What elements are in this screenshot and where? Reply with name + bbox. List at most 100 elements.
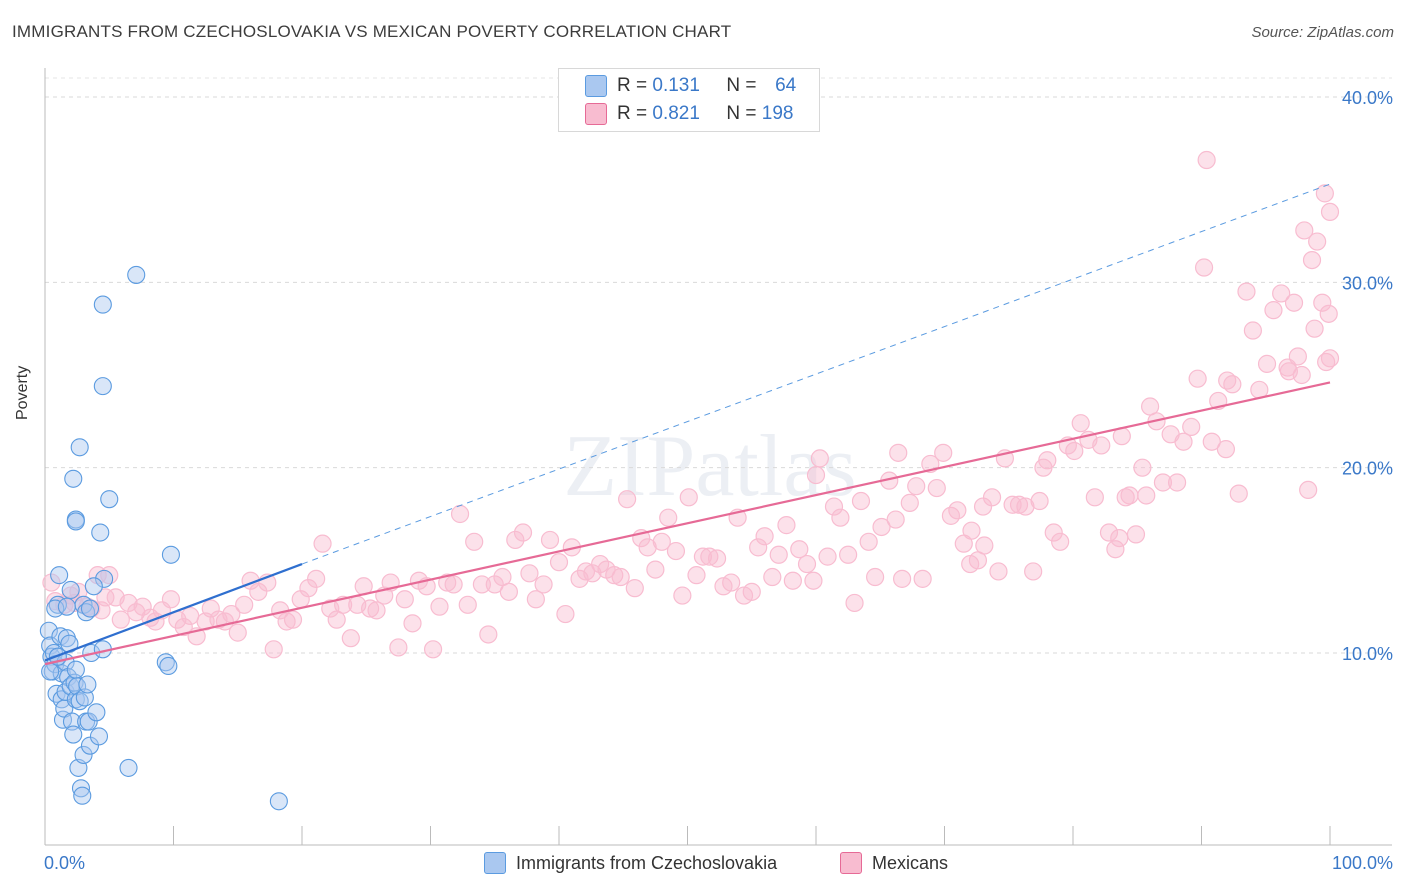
mexicans-point <box>961 554 980 574</box>
mexicans-point <box>839 545 858 564</box>
mexicans-point <box>749 538 768 557</box>
legend-r-value: 0.821 <box>652 103 700 124</box>
legend-n-label: N = <box>726 75 757 96</box>
mexicans-point <box>313 534 332 553</box>
legend-r-value: 0.131 <box>652 75 700 96</box>
mexicans-point <box>804 571 823 590</box>
mexicans-point <box>1065 441 1084 461</box>
axes <box>44 68 1392 846</box>
mexicans-point <box>423 640 443 659</box>
mexicans-point <box>1302 250 1322 270</box>
tick-labels: 10.0% 20.0% 30.0% 40.0% 0.0% 100.0% <box>44 88 1393 873</box>
mexicans-point <box>161 590 181 609</box>
legend-row-mexicans: R = 0.821 N = 198 <box>585 101 793 127</box>
mexicans-point <box>872 517 891 537</box>
mexicans-point <box>886 510 905 529</box>
y-tick-label: 20.0% <box>1342 459 1393 479</box>
mexicans-point <box>1044 523 1063 542</box>
mexicans-point <box>42 573 61 592</box>
mexicans-point <box>389 638 408 657</box>
mexicans-point <box>1284 293 1304 312</box>
mexicans-point <box>889 443 908 462</box>
czech-point <box>269 792 288 811</box>
mexicans-point <box>652 532 671 551</box>
trend-lines <box>44 183 1331 666</box>
czech-point <box>127 265 146 284</box>
mexicans-point <box>438 573 457 592</box>
mexicans-point <box>181 606 200 626</box>
czech-trend-line <box>44 563 303 662</box>
mexicans-point <box>1030 491 1049 511</box>
mexicans-point <box>1315 184 1334 203</box>
mexicans-point <box>646 560 665 579</box>
x-tick-label: 100.0% <box>1332 853 1393 873</box>
mexicans-point <box>506 530 525 550</box>
mexicans-point <box>1182 417 1201 436</box>
mexicans-point <box>540 530 560 550</box>
mexicans-point <box>1085 488 1104 507</box>
mexicans-point <box>479 625 498 644</box>
mexicans-point <box>403 614 422 633</box>
y-tick-label: 10.0% <box>1342 644 1393 664</box>
mexicans-point <box>605 566 624 585</box>
mexicans-point <box>618 490 637 509</box>
mexicans-point <box>1009 495 1029 514</box>
mexicans-point <box>973 497 993 516</box>
mexicans-point <box>845 593 864 613</box>
mexicans-point <box>1167 473 1187 492</box>
mexicans-point <box>962 521 981 540</box>
czech-points <box>39 265 288 811</box>
mexicans-point <box>1092 436 1111 455</box>
bottom-swatch-czech <box>484 852 506 874</box>
mexicans-point <box>235 595 254 614</box>
czech-point <box>119 758 138 777</box>
czech-point <box>39 621 58 640</box>
mexicans-point <box>859 532 878 551</box>
mexicans-point <box>583 564 602 583</box>
czech-point <box>93 377 112 396</box>
legend-n-value: 198 <box>761 103 794 124</box>
bottom-legend-czech-label: Immigrants from Czechoslovakia <box>516 852 778 873</box>
chart-title: IMMIGRANTS FROM CZECHOSLOVAKIA VS MEXICA… <box>12 22 732 41</box>
czech-point <box>51 627 70 646</box>
mexicans-point <box>927 478 946 498</box>
czech-point <box>84 577 103 596</box>
mexicans-point <box>934 443 953 462</box>
mexicans-point <box>119 593 138 613</box>
czech-point <box>47 684 66 703</box>
mexicans-point <box>534 575 553 594</box>
czech-point <box>66 512 85 531</box>
mexicans-point <box>851 491 871 511</box>
czech-point <box>79 712 98 731</box>
mexicans-point <box>1272 284 1291 303</box>
czech-point <box>93 295 112 314</box>
mexicans-point <box>824 497 844 516</box>
legend-row-czech: R = 0.131 N = 64 <box>585 73 796 99</box>
bottom-swatch-mexicans <box>840 852 862 874</box>
mexicans-point <box>458 595 477 614</box>
czech-point <box>50 566 69 585</box>
mexicans-point <box>892 569 912 588</box>
mexicans-point <box>777 516 796 535</box>
mexicans-point <box>673 586 692 605</box>
mexicans-point <box>526 590 545 609</box>
mexicans-trend-line <box>44 381 1331 666</box>
bottom-legend-czech: Immigrants from Czechoslovakia <box>484 852 777 874</box>
mexicans-point <box>790 540 809 559</box>
mexicans-point <box>975 536 994 555</box>
mexicans-point <box>783 571 802 590</box>
mexicans-point <box>755 527 774 546</box>
mexicans-point <box>576 562 596 581</box>
mexicans-point <box>1034 458 1053 477</box>
mexicans-point <box>395 590 414 609</box>
czech-point <box>71 779 91 798</box>
mexicans-point <box>948 501 967 520</box>
mexicans-point <box>549 553 569 572</box>
mexicans-point <box>513 523 533 542</box>
czech-point <box>64 725 83 744</box>
legend-n-label: N = <box>726 103 757 124</box>
mexicans-point <box>1194 258 1214 277</box>
czech-point <box>61 580 80 600</box>
legend-swatch-mexicans <box>585 103 607 125</box>
